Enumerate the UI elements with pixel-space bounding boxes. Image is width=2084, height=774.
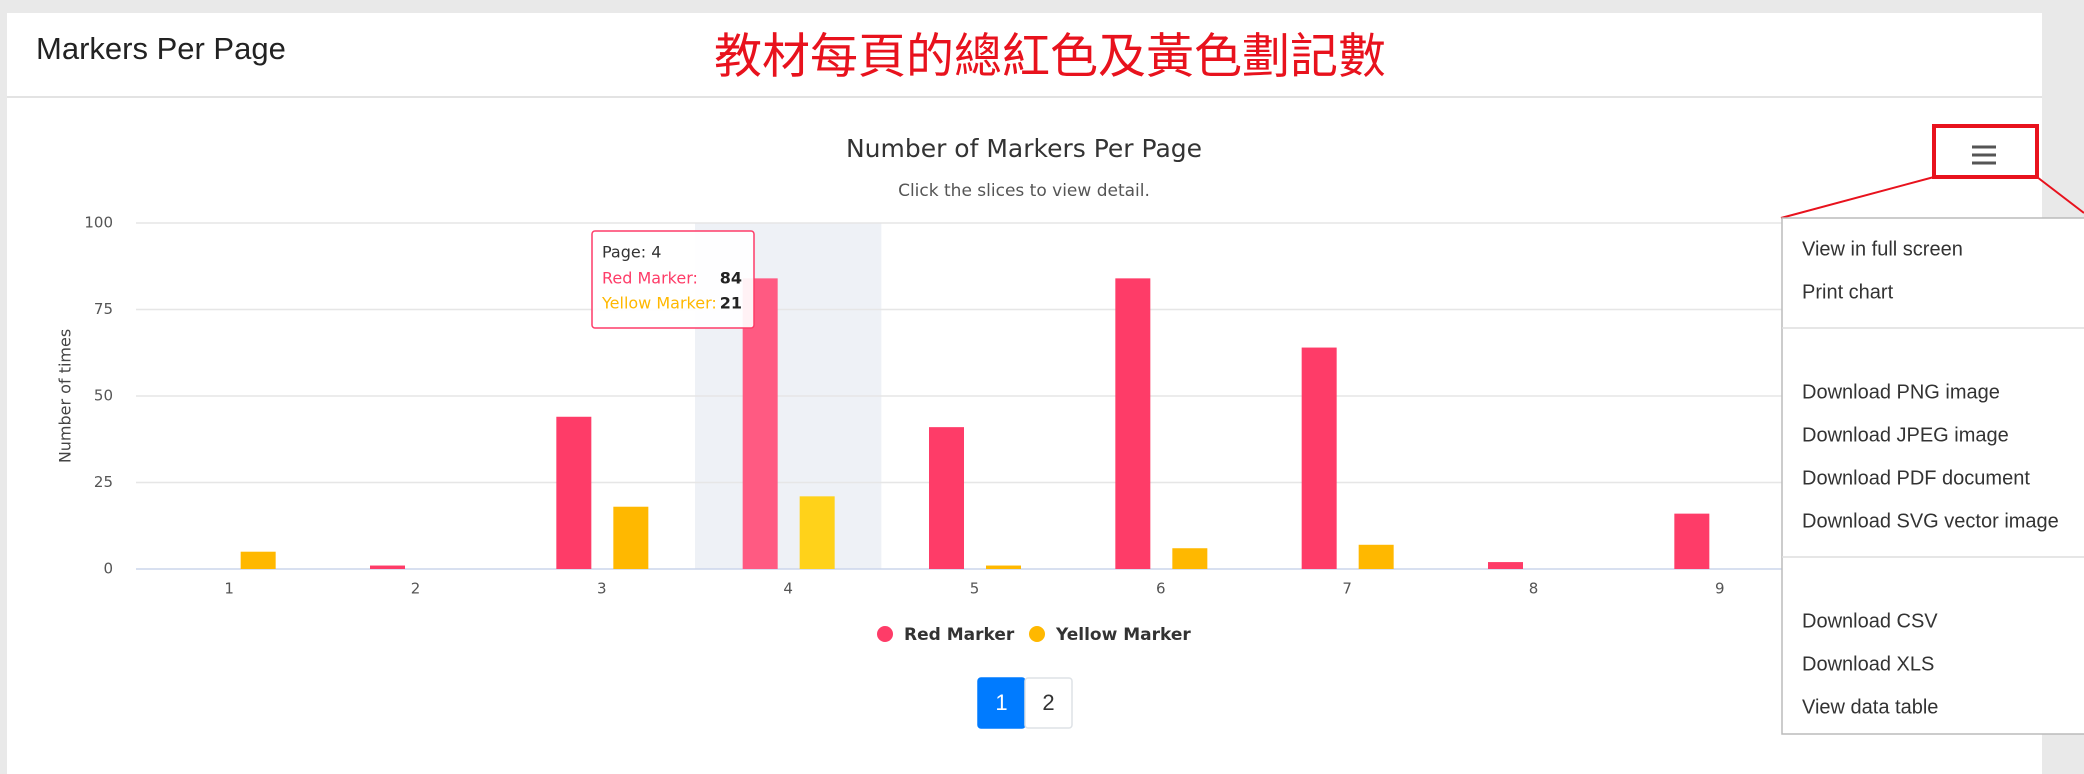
bar[interactable] (240, 551, 276, 569)
callout-line (2036, 176, 2084, 214)
bar[interactable] (1358, 544, 1394, 569)
tooltip-label: Red Marker: (602, 269, 698, 288)
tooltip-box (591, 230, 755, 329)
x-tick-label: 8 (1529, 580, 1539, 598)
legend: Red Marker Yellow Marker (877, 625, 1191, 645)
x-tick-label: 3 (597, 580, 607, 598)
menu-item[interactable]: Download JPEG image (1802, 424, 2009, 446)
y-tick-label: 25 (94, 473, 113, 491)
tooltip-value: 84 (720, 269, 742, 288)
x-tick-label: 5 (970, 580, 980, 598)
menu-item[interactable]: Download PDF document (1802, 467, 2030, 489)
legend-label[interactable]: Red Marker (904, 625, 1015, 645)
bar[interactable] (929, 427, 964, 569)
callout-line (1780, 176, 1935, 219)
menu-item[interactable]: View data table (1802, 696, 1938, 718)
chart-title: Number of Markers Per Page (846, 134, 1202, 163)
page-number[interactable]: 1 (995, 690, 1007, 715)
bar[interactable] (1172, 548, 1208, 569)
menu-item[interactable]: View in full screen (1802, 238, 1963, 260)
bar[interactable] (1115, 278, 1151, 569)
page-number[interactable]: 2 (1042, 690, 1054, 715)
x-tick-label: 9 (1715, 580, 1725, 598)
tooltip-value: 21 (720, 294, 742, 313)
annotation: 教材每頁的總紅色及黃色劃記數 (714, 29, 1386, 85)
bar[interactable] (556, 416, 592, 569)
x-tick-label: 4 (783, 580, 793, 598)
tooltip-label: Yellow Marker: (601, 294, 717, 313)
menu-button[interactable] (1932, 124, 2039, 179)
tooltip-header: Page: 4 (602, 243, 661, 262)
bar[interactable] (370, 565, 405, 569)
legend-label[interactable]: Yellow Marker (1055, 625, 1191, 645)
legend-marker (877, 626, 893, 642)
bar[interactable] (799, 496, 835, 569)
context-menu (1781, 217, 2084, 735)
legend-marker (1029, 626, 1045, 642)
x-tick-label: 6 (1156, 580, 1166, 598)
card-title: Markers Per Page (36, 31, 286, 66)
menu-item[interactable]: Download XLS (1802, 653, 1934, 675)
menu-item[interactable]: Download CSV (1802, 610, 1938, 632)
bar[interactable] (1301, 347, 1337, 569)
y-tick-label: 50 (94, 387, 113, 405)
bar[interactable] (986, 565, 1021, 569)
menu-items: View in full screen Print chart Download P… (1782, 238, 2084, 718)
chart-subtitle: Click the slices to view detail. (898, 181, 1150, 201)
y-tick-label: 0 (103, 560, 113, 578)
x-tick-label: 7 (1342, 580, 1352, 598)
bar[interactable] (1488, 562, 1523, 569)
x-tick-label: 2 (411, 580, 421, 598)
y-axis-label: Number of times (56, 329, 75, 463)
x-tick-label: 1 (224, 580, 234, 598)
menu-item[interactable]: Download PNG image (1802, 381, 2000, 403)
bar[interactable] (613, 506, 649, 569)
menu-item[interactable]: Print chart (1802, 281, 1894, 303)
page-button[interactable] (1024, 677, 1073, 729)
y-tick-label: 100 (84, 214, 113, 232)
y-tick-label: 75 (94, 300, 113, 318)
hamburger-icon (1972, 145, 1996, 165)
card (7, 13, 2042, 774)
menu-item[interactable]: Download SVG vector image (1802, 510, 2059, 532)
bar[interactable] (1674, 513, 1710, 569)
